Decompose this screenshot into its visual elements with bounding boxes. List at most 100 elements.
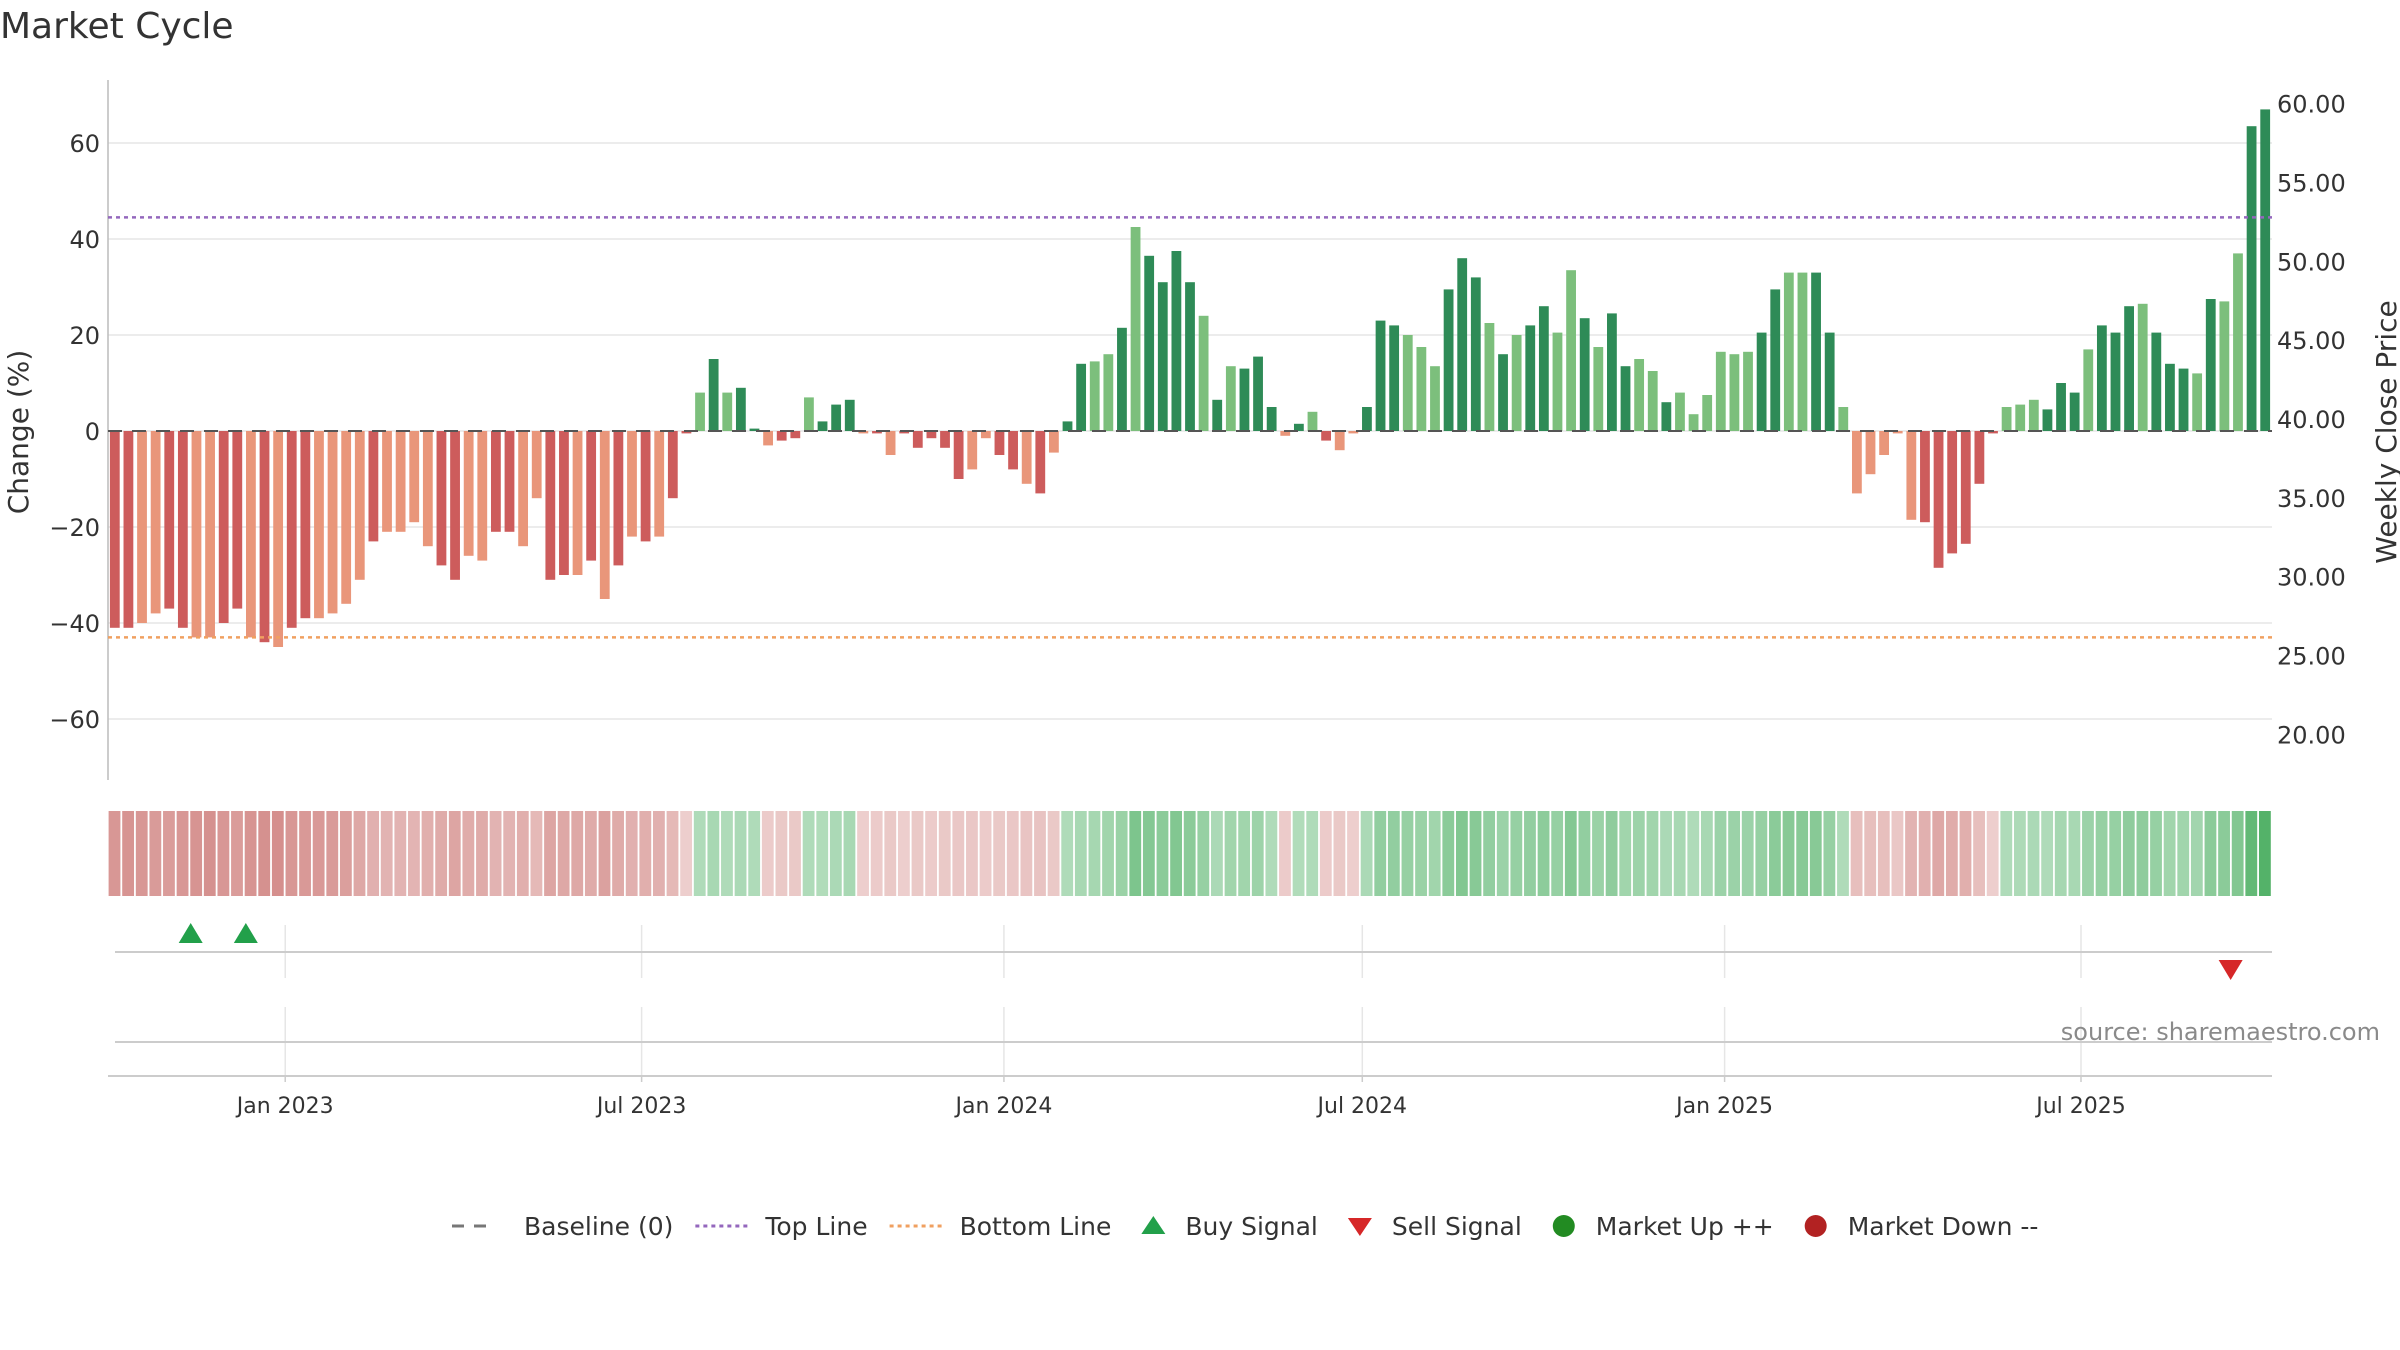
heat-cell: [1986, 811, 1999, 896]
heat-cell: [802, 811, 815, 896]
change-bar: [640, 431, 651, 542]
change-bar: [259, 431, 270, 643]
heat-cell: [1496, 811, 1509, 896]
x-axis: Jan 2023 Jul 2023 Jan 2024 Jul 2024 Jan 2025…: [108, 1075, 2272, 1119]
heat-cell: [1020, 811, 1033, 896]
x-tick-label: Jul 2024: [1316, 1094, 1408, 1119]
heat-cell: [271, 811, 284, 896]
heat-cell: [2177, 811, 2190, 896]
heat-cell: [1401, 811, 1414, 896]
heat-cell: [884, 811, 897, 896]
change-bar: [1321, 431, 1332, 441]
chart-title: Market Cycle: [0, 6, 234, 47]
change-bar: [1960, 431, 1971, 544]
heat-cell: [1510, 811, 1523, 896]
change-bar: [1130, 227, 1141, 431]
heat-cell: [244, 811, 257, 896]
heat-cell: [176, 811, 189, 896]
y2-tick-label: 35.00: [2277, 485, 2346, 513]
change-bar: [1552, 332, 1563, 431]
change-bar: [1362, 407, 1372, 431]
heat-cell: [1755, 811, 1768, 896]
change-bar: [708, 359, 719, 431]
y2-tick-label: 25.00: [2277, 642, 2346, 670]
heat-cell: [1646, 811, 1659, 896]
change-bar: [994, 431, 1005, 455]
change-bar: [1470, 277, 1481, 431]
change-bar: [504, 431, 515, 532]
change-bar: [735, 387, 746, 431]
heat-cell: [1687, 811, 1700, 896]
change-bar: [790, 431, 801, 439]
heat-cell: [2150, 811, 2162, 896]
heat-cell: [1170, 811, 1182, 896]
heat-cell: [1415, 811, 1427, 896]
heat-cell: [516, 811, 529, 896]
change-bar: [1076, 363, 1087, 431]
change-bar: [2056, 383, 2066, 431]
y-tick-label: 40: [69, 226, 100, 254]
heat-cell: [353, 811, 366, 896]
change-bar: [1253, 356, 1263, 431]
change-bar: [1851, 431, 1862, 494]
change-bar: [695, 392, 705, 431]
change-bar: [2042, 409, 2053, 431]
heat-cell: [1959, 811, 1972, 896]
change-bar: [953, 431, 964, 479]
heat-cell: [1769, 811, 1781, 896]
change-bar: [2069, 392, 2080, 431]
change-bar: [899, 431, 910, 434]
change-bar: [1389, 325, 1400, 431]
heat-cell: [258, 811, 271, 896]
change-bar: [559, 431, 569, 575]
legend-label: Bottom Line: [960, 1212, 1112, 1241]
heat-cell: [1224, 811, 1237, 896]
heat-cell: [1782, 811, 1795, 896]
change-bar: [1089, 361, 1100, 431]
heat-cell: [1850, 811, 1863, 896]
change-bar: [2083, 349, 2094, 431]
change-bar: [1021, 431, 1032, 484]
change-bar: [1661, 402, 1672, 431]
heat-cell: [1632, 811, 1645, 896]
change-bar: [1988, 431, 1998, 434]
heat-cell: [1714, 811, 1727, 896]
heat-cell: [190, 811, 203, 896]
heat-cell: [367, 811, 380, 896]
heat-cell: [2190, 811, 2203, 896]
change-bar: [885, 431, 896, 455]
heat-cell: [2258, 811, 2271, 896]
change-bar: [1579, 318, 1590, 431]
change-bar: [2246, 126, 2257, 431]
heat-cell: [1932, 811, 1945, 896]
source-credit: source: sharemaestro.com: [2061, 1018, 2380, 1046]
change-bar: [1293, 423, 1304, 431]
heat-cell: [612, 811, 624, 896]
change-bar: [1947, 431, 1958, 554]
heat-cell: [1319, 811, 1332, 896]
heat-cell: [408, 811, 420, 896]
heat-cell: [1578, 811, 1591, 896]
heat-cell: [653, 811, 665, 896]
change-bar: [1865, 431, 1876, 475]
heat-cell: [707, 811, 720, 896]
legend-label: Market Up ++: [1596, 1212, 1774, 1241]
heat-cell: [938, 811, 951, 896]
change-bar: [2165, 363, 2175, 431]
y-tick-label: −20: [49, 514, 100, 542]
y-tick-label: 20: [69, 322, 100, 350]
x-tick-label: Jan 2023: [235, 1094, 334, 1119]
heat-cell: [1905, 811, 1917, 896]
change-bar: [1171, 251, 1182, 431]
heat-cell: [775, 811, 788, 896]
heat-cell: [2068, 811, 2081, 896]
heat-cell: [380, 811, 393, 896]
heat-cell: [1823, 811, 1836, 896]
change-bar: [1484, 323, 1495, 431]
heat-cell: [1102, 811, 1114, 896]
change-bar: [2151, 332, 2162, 431]
heat-cell: [135, 811, 148, 896]
heat-cell: [326, 811, 339, 896]
change-bar: [1933, 431, 1944, 568]
